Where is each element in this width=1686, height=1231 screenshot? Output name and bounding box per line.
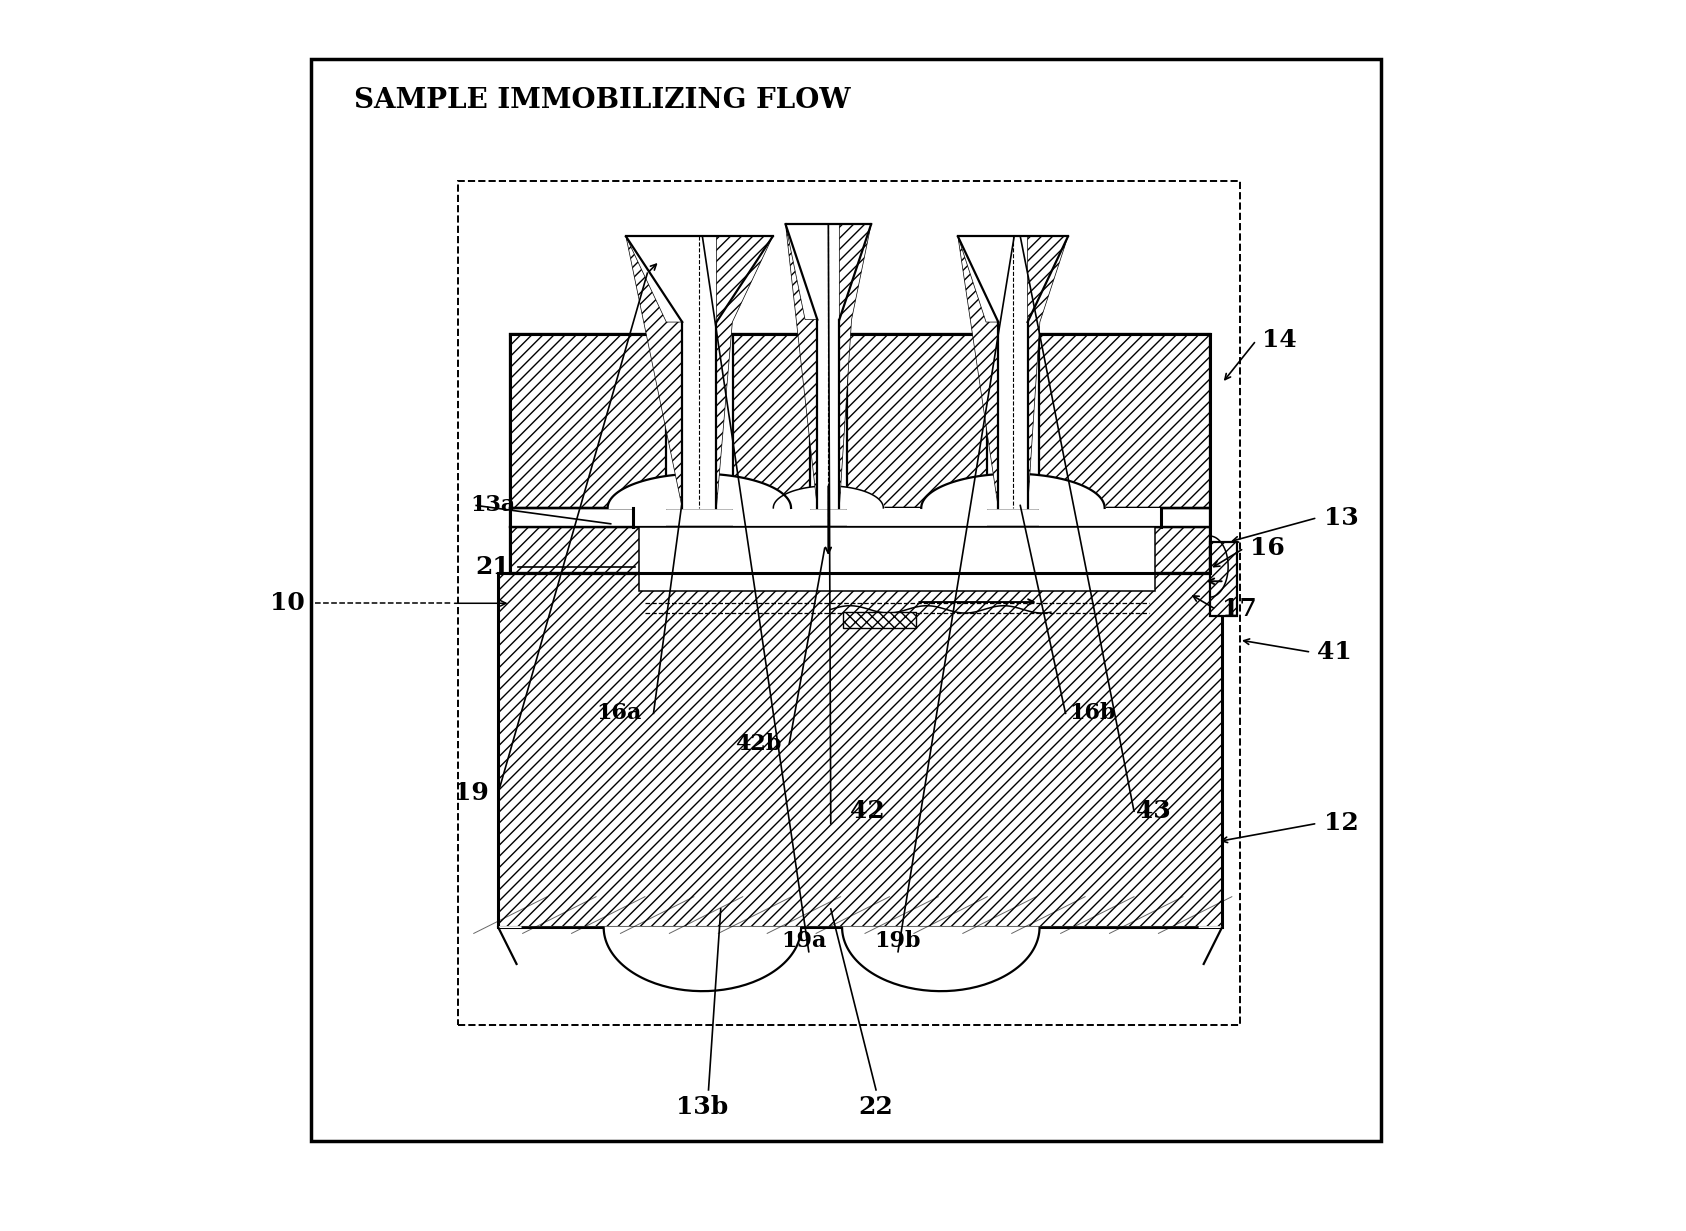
Text: 10: 10: [270, 591, 305, 616]
Bar: [846, 335, 988, 508]
Bar: [511, 335, 1211, 572]
Text: 22: 22: [858, 1094, 894, 1119]
Text: 16a: 16a: [595, 703, 641, 724]
Polygon shape: [497, 927, 1222, 991]
Bar: [1039, 508, 1162, 527]
Text: 19b: 19b: [875, 929, 921, 952]
Text: 42: 42: [850, 799, 885, 824]
Bar: [733, 335, 809, 508]
Polygon shape: [786, 224, 818, 508]
Text: 21: 21: [475, 555, 511, 579]
Polygon shape: [786, 224, 872, 508]
Text: 12: 12: [1324, 811, 1359, 836]
Polygon shape: [1028, 236, 1067, 508]
Text: 16: 16: [1249, 537, 1285, 560]
Text: 19: 19: [454, 780, 489, 805]
Polygon shape: [626, 236, 772, 508]
Text: 42b: 42b: [735, 732, 782, 755]
Bar: [497, 572, 1222, 927]
Polygon shape: [840, 224, 872, 508]
Text: 13b: 13b: [676, 1094, 728, 1119]
Text: 41: 41: [1317, 640, 1352, 665]
Bar: [511, 0, 1211, 927]
Bar: [312, 59, 1381, 1141]
Text: 16b: 16b: [1069, 703, 1116, 724]
Bar: [846, 508, 988, 527]
Polygon shape: [626, 236, 683, 508]
Text: 13a: 13a: [470, 495, 516, 517]
Bar: [843, 612, 917, 628]
Bar: [733, 508, 809, 527]
Polygon shape: [958, 236, 998, 508]
Bar: [511, 335, 666, 508]
Text: 17: 17: [1222, 597, 1256, 622]
Bar: [459, 181, 1241, 1025]
Polygon shape: [717, 236, 772, 508]
Bar: [1211, 542, 1238, 616]
Bar: [1039, 335, 1211, 508]
Polygon shape: [958, 236, 1067, 508]
Text: SAMPLE IMMOBILIZING FLOW: SAMPLE IMMOBILIZING FLOW: [354, 87, 850, 114]
Bar: [511, 508, 1211, 527]
Text: 14: 14: [1263, 329, 1297, 352]
Bar: [511, 527, 1211, 572]
Text: 13: 13: [1324, 506, 1359, 529]
Bar: [639, 527, 1155, 591]
Text: 43: 43: [1136, 799, 1172, 824]
Bar: [632, 508, 666, 527]
Text: 19a: 19a: [781, 929, 826, 952]
